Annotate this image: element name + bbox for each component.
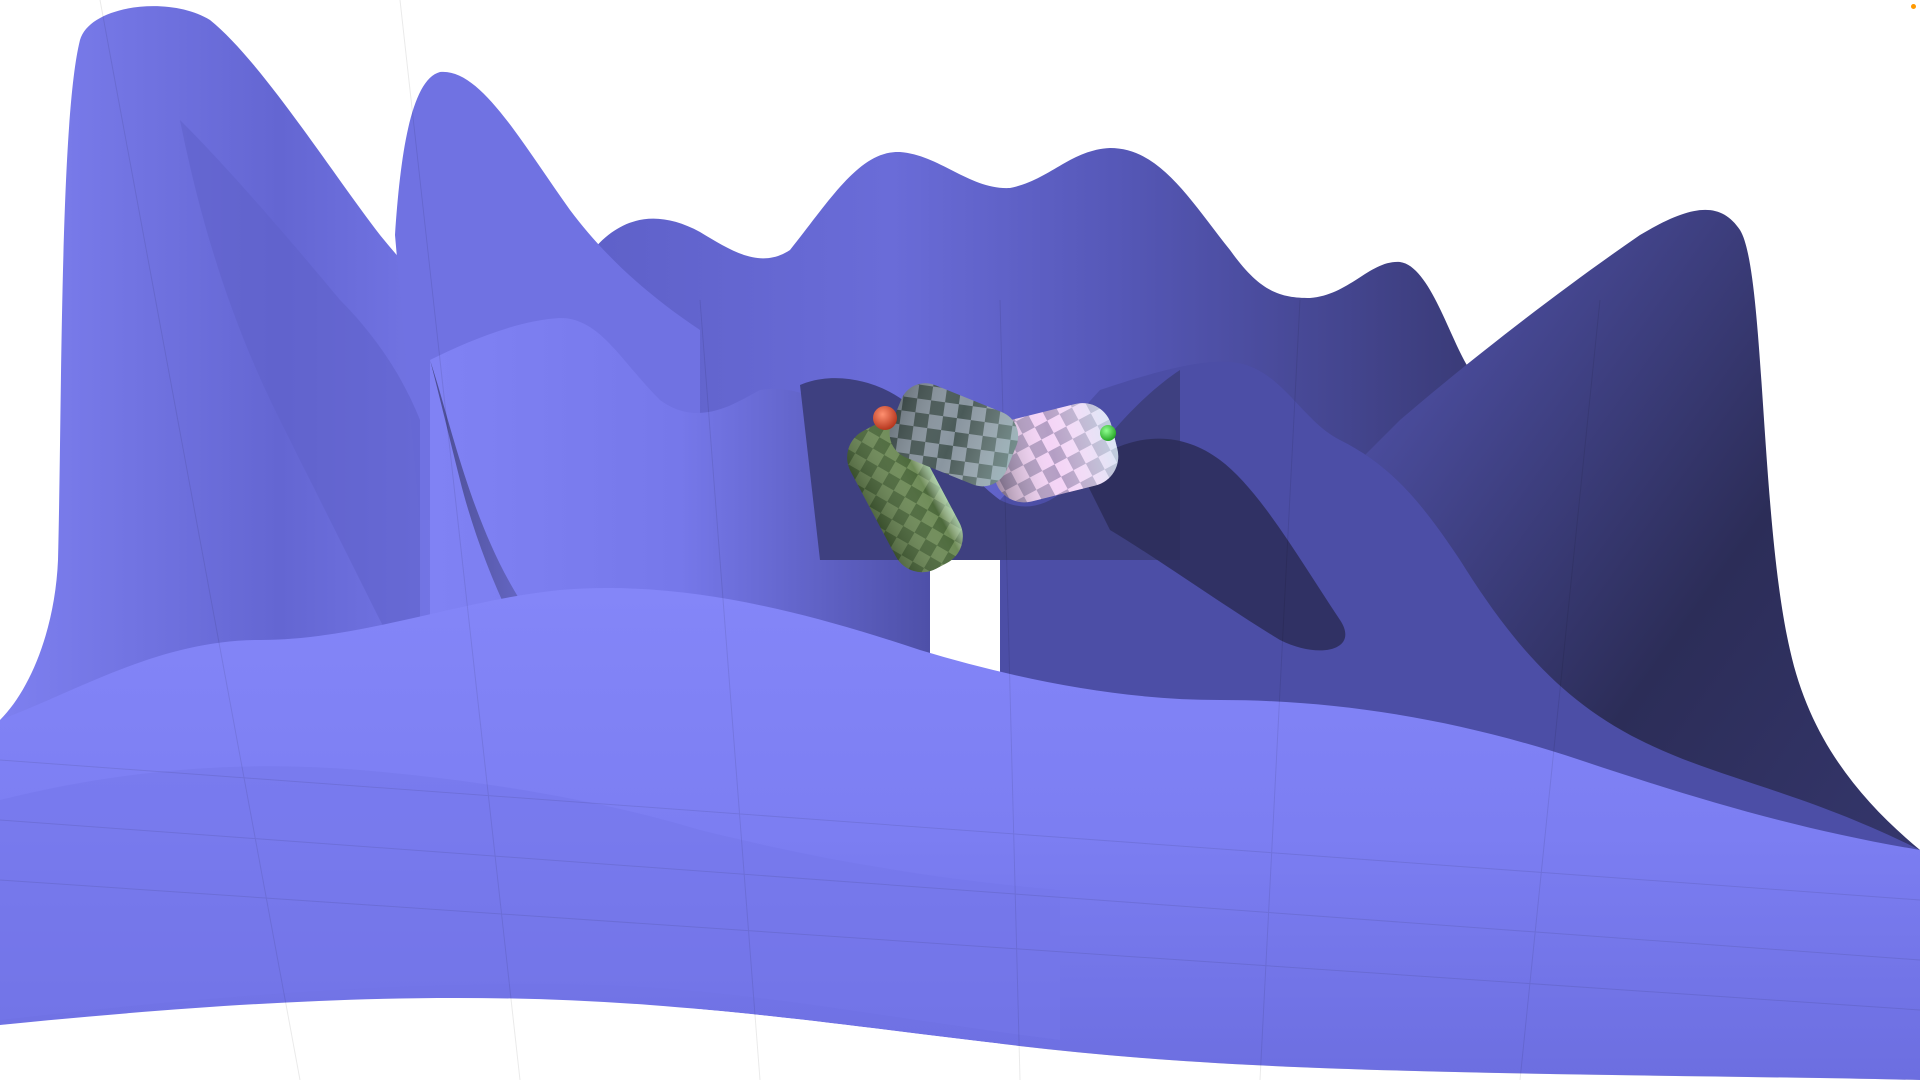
green-capsule[interactable] <box>837 411 974 583</box>
red-sphere[interactable] <box>873 406 897 430</box>
corner-marker-dot <box>1911 4 1916 9</box>
pastel-capsule[interactable] <box>882 375 1125 508</box>
green-sphere[interactable] <box>1100 425 1116 441</box>
